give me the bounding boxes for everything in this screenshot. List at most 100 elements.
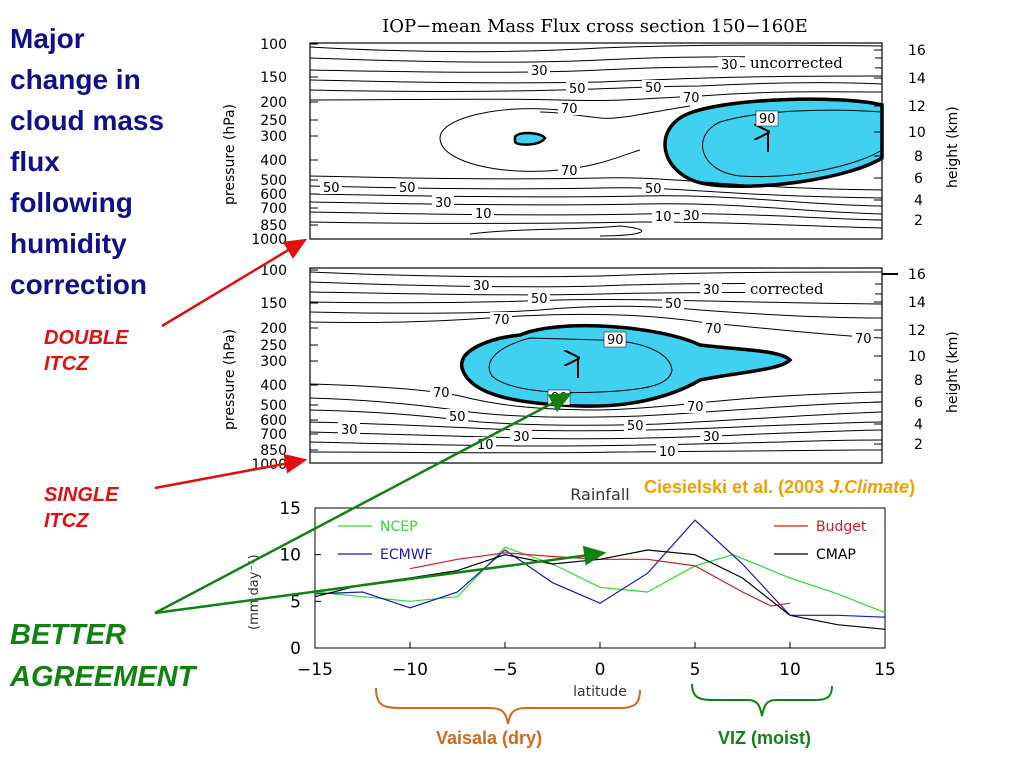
- series-line-budget: [409, 552, 791, 607]
- better-agreement-label: BETTER AGREEMENT: [10, 614, 195, 698]
- height-tick: 16: [908, 267, 926, 283]
- legend-ecmwf: ECMWF: [380, 547, 433, 563]
- double-itcz-arrow: [161, 238, 308, 328]
- contour-label: 50: [627, 419, 644, 434]
- panel-label: uncorrected: [750, 54, 843, 72]
- contour-label: 90: [607, 333, 624, 348]
- shaded-region-90: [663, 97, 884, 189]
- pressure-tick: 500: [260, 173, 287, 189]
- x-tick-label: 0: [595, 660, 606, 680]
- height-tick: 6: [914, 395, 923, 411]
- series-line-ncep: [314, 546, 886, 614]
- headline-line: following: [10, 187, 133, 218]
- x-tick-label: −15: [297, 660, 333, 680]
- single-itcz-arrow: [154, 453, 308, 490]
- single-itcz-line: SINGLE: [44, 484, 119, 506]
- legend-cmap: CMAP: [816, 547, 856, 563]
- height-tick: 8: [914, 373, 923, 389]
- height-tick: 6: [914, 171, 923, 187]
- pressure-tick: 600: [260, 187, 287, 203]
- contour-title: IOP−mean Mass Flux cross section 150−160…: [382, 16, 808, 37]
- y-tick-label: 15: [279, 499, 301, 519]
- height-tick: 4: [914, 193, 923, 209]
- contour-label: 50: [569, 82, 586, 97]
- pressure-tick: 300: [260, 129, 287, 145]
- legend-ncep: NCEP: [380, 519, 418, 535]
- contour-label: 70: [561, 102, 578, 117]
- contour-label: 70: [683, 91, 700, 106]
- pressure-tick: 250: [260, 338, 287, 354]
- pressure-tick: 500: [260, 398, 287, 414]
- contour-label: 10: [659, 445, 676, 460]
- pressure-tick: 400: [260, 378, 287, 394]
- y-tick-label: 5: [290, 592, 301, 612]
- contour-label: 10: [477, 438, 494, 453]
- vaisala-brace: [375, 687, 641, 725]
- better-agreement-line: AGREEMENT: [10, 661, 196, 693]
- pressure-tick: 600: [260, 413, 287, 429]
- pressure-tick: 300: [260, 354, 287, 370]
- contour-label: 30: [703, 430, 720, 445]
- y-axis-label-right: height (km): [945, 331, 961, 413]
- legend-budget: Budget: [816, 519, 867, 535]
- citation-journal: J.Climate: [829, 477, 910, 497]
- headline-line: correction: [10, 269, 147, 300]
- pressure-tick: 200: [260, 95, 287, 111]
- viz-brace: [691, 683, 833, 717]
- headline-line: change in: [10, 64, 141, 95]
- contour-label: 30: [513, 430, 530, 445]
- pressure-tick: 150: [260, 70, 287, 86]
- contour-panel-uncorrected: uncorrected 30 30 50 50 70 70 70 90 50 5…: [222, 37, 961, 248]
- shaded-region-90: [460, 323, 793, 408]
- contour-label: 30: [531, 64, 548, 79]
- y-axis-label: pressure (hPa): [222, 104, 238, 205]
- contour-label: 30: [473, 279, 490, 294]
- contour-label: 70: [705, 322, 722, 337]
- pressure-tick: 850: [260, 443, 287, 459]
- pressure-tick: 100: [260, 37, 287, 53]
- viz-label: VIZ (moist): [718, 728, 811, 748]
- x-tick-label: 10: [779, 660, 801, 680]
- pressure-tick: 700: [260, 201, 287, 217]
- panel-label: corrected: [750, 280, 824, 298]
- height-tick: 12: [908, 323, 926, 339]
- contour-label: 70: [493, 313, 510, 328]
- rainfall-series: [314, 519, 886, 630]
- height-tick: 4: [914, 417, 923, 433]
- contour-label: 50: [645, 81, 662, 96]
- single-itcz-line: ITCZ: [44, 510, 89, 532]
- slide-headline: Major change in cloud mass flux followin…: [10, 18, 210, 305]
- contour-label: 30: [721, 58, 738, 73]
- pressure-tick: 700: [260, 427, 287, 443]
- pressure-tick: 150: [260, 296, 287, 312]
- x-tick-label: −10: [392, 660, 428, 680]
- pressure-tick: 850: [260, 218, 287, 234]
- rainfall-ticks: −15 −10 −5 0 5 10 15 0 5 10 15: [279, 499, 895, 680]
- contour-label: 50: [399, 181, 416, 196]
- contour-label: 90: [759, 112, 776, 127]
- contour-label: 10: [475, 207, 492, 222]
- contour-label: 70: [433, 386, 450, 401]
- x-axis-label: latitude: [573, 684, 627, 700]
- rainfall-title: Rainfall: [570, 485, 629, 504]
- citation-suffix: ): [909, 477, 916, 497]
- agreement-arrow-upper: [154, 392, 573, 615]
- height-tick: 10: [908, 349, 926, 365]
- x-tick-label: 15: [874, 660, 896, 680]
- pressure-tick: 200: [260, 321, 287, 337]
- pressure-tick: 400: [260, 153, 287, 169]
- agreement-arrow-lower: [154, 545, 607, 615]
- contour-panel-corrected: corrected 30 30 50 50 70 70 70 70 90 90 …: [222, 263, 961, 473]
- pressure-tick: 250: [260, 113, 287, 129]
- x-tick-label: 5: [690, 660, 701, 680]
- contour-label: 30: [703, 283, 720, 298]
- headline-line: flux: [10, 146, 60, 177]
- height-tick: 2: [914, 437, 923, 453]
- contour-label: 70: [561, 164, 578, 179]
- vaisala-label: Vaisala (dry): [436, 728, 543, 748]
- height-tick: 2: [914, 213, 923, 229]
- y-axis-label-right: height (km): [945, 106, 961, 188]
- contour-label: 30: [683, 209, 700, 224]
- pressure-tick: 1000: [251, 232, 287, 248]
